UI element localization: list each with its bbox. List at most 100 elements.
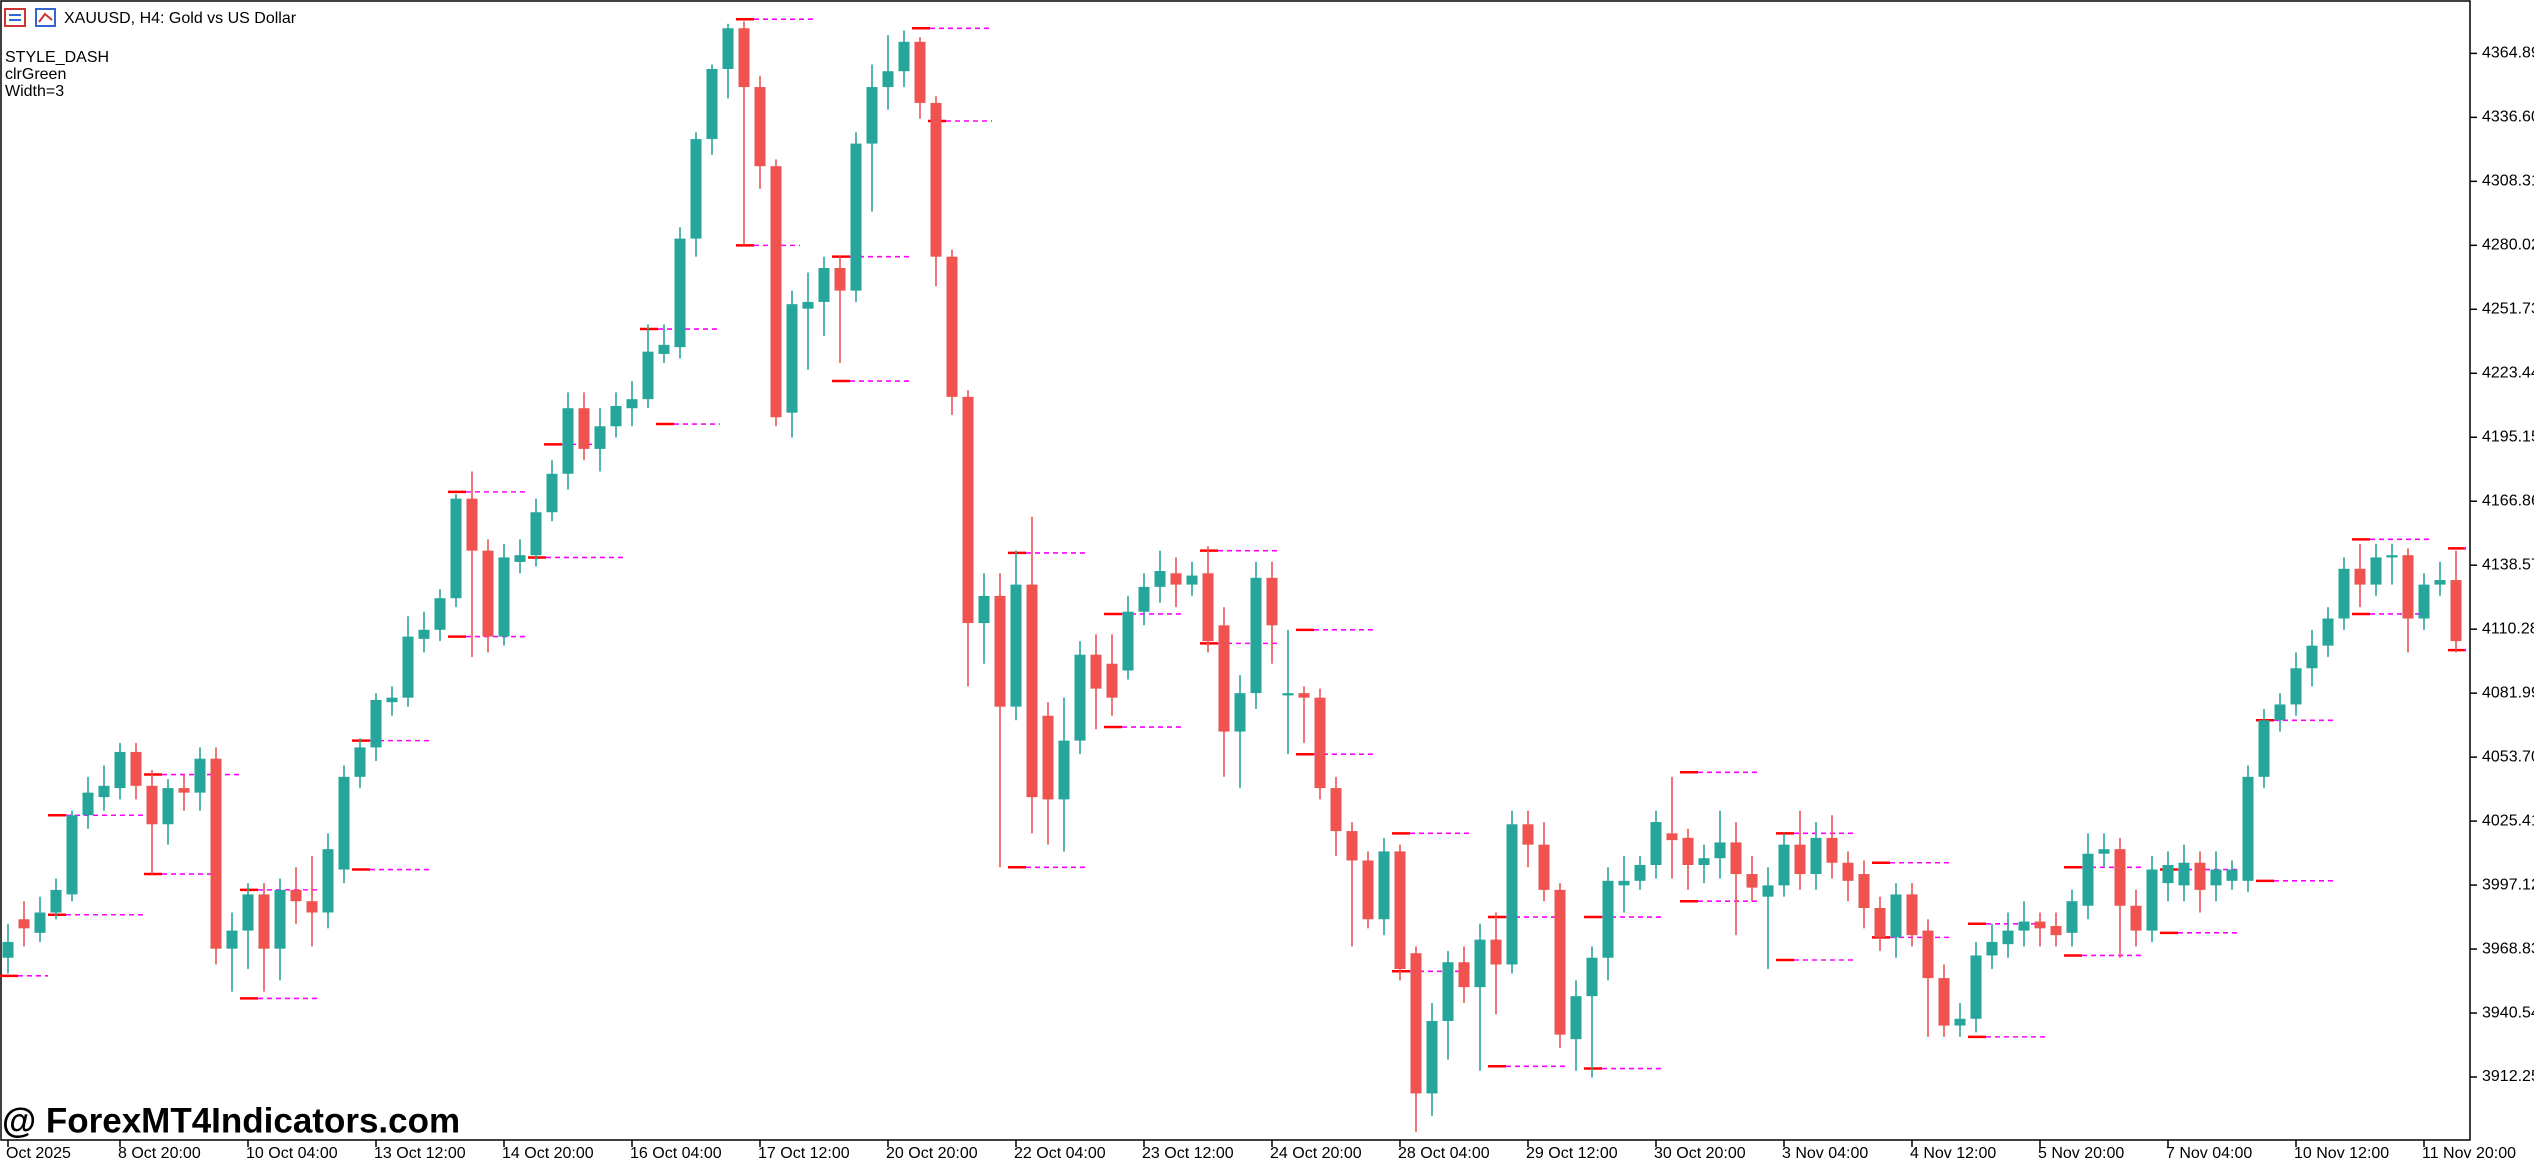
- candle-body: [2386, 555, 2398, 558]
- x-tick-label: 17 Oct 12:00: [758, 1145, 850, 1162]
- candle-body: [386, 697, 398, 703]
- candle-body: [1970, 955, 1982, 1019]
- candle-body: [1122, 611, 1134, 671]
- candle-body: [82, 792, 94, 816]
- candle-body: [1106, 663, 1118, 698]
- candle-body: [1362, 860, 1374, 920]
- candle-body: [514, 555, 526, 562]
- candle-body: [370, 699, 382, 748]
- candle-body: [1778, 844, 1790, 886]
- x-tick-label: 4 Nov 12:00: [1910, 1145, 1996, 1162]
- candle-body: [1714, 842, 1726, 859]
- x-tick-label: 3 Nov 04:00: [1782, 1145, 1868, 1162]
- candle-body: [1746, 874, 1758, 888]
- x-tick-label: Oct 2025: [6, 1145, 71, 1162]
- candle-body: [2434, 580, 2446, 585]
- candle-body: [546, 473, 558, 513]
- candle-body: [690, 139, 702, 239]
- candle-body: [18, 919, 30, 929]
- candle-body: [1826, 837, 1838, 863]
- icon: [35, 8, 56, 27]
- candle-body: [882, 71, 894, 88]
- candle-body: [1266, 577, 1278, 626]
- candle-body: [1874, 907, 1886, 938]
- x-tick-label: 7 Nov 04:00: [2166, 1145, 2252, 1162]
- candle-body: [34, 912, 46, 933]
- candle-body: [2210, 869, 2222, 886]
- candle-body: [994, 595, 1006, 707]
- candle-body: [610, 405, 622, 427]
- candle-body: [418, 629, 430, 639]
- candle-body: [1186, 575, 1198, 585]
- candle-body: [1922, 930, 1934, 979]
- candle-body: [658, 344, 670, 354]
- plot-frame: [0, 0, 2471, 1141]
- annotation: Width=3: [5, 83, 64, 100]
- icon: [4, 8, 26, 27]
- candle-body: [290, 889, 302, 902]
- candle-body: [1026, 584, 1038, 798]
- candle-body: [562, 408, 574, 474]
- candle-body: [1010, 584, 1022, 707]
- candle-body: [1314, 697, 1326, 789]
- candle-body: [2322, 618, 2334, 646]
- x-tick-label: 22 Oct 04:00: [1014, 1145, 1106, 1162]
- candle-body: [818, 267, 830, 302]
- candle-body: [114, 751, 126, 789]
- candle-body: [1634, 865, 1646, 881]
- candle-body: [1858, 874, 1870, 908]
- candle-body: [2226, 869, 2238, 881]
- x-tick-label: 10 Oct 04:00: [246, 1145, 338, 1162]
- y-tick-label: 4364.89: [2482, 45, 2534, 62]
- candle-body: [2114, 849, 2126, 906]
- candle-body: [50, 889, 62, 913]
- candle-body: [1666, 833, 1678, 841]
- candle-body: [1554, 889, 1566, 1035]
- candle-body: [274, 889, 286, 949]
- x-tick-label: 20 Oct 20:00: [886, 1145, 978, 1162]
- candle-body: [1074, 654, 1086, 741]
- candle-body: [946, 256, 958, 397]
- candle-body: [978, 595, 990, 624]
- candle-body: [2050, 926, 2062, 936]
- candle-body: [1170, 573, 1182, 585]
- candle-body: [1794, 844, 1806, 875]
- candle-body: [2258, 720, 2270, 777]
- candle-body: [1842, 862, 1854, 881]
- candle-body: [1602, 880, 1614, 958]
- y-tick-label: 4166.86: [2482, 492, 2534, 509]
- candle-body: [1442, 962, 1454, 1022]
- candle-body: [210, 758, 222, 949]
- candle-body: [706, 68, 718, 140]
- header-icons: [4, 8, 56, 27]
- candle-body: [1426, 1021, 1438, 1094]
- x-tick-label: 5 Nov 20:00: [2038, 1145, 2124, 1162]
- candle-body: [786, 304, 798, 413]
- candle-body: [530, 512, 542, 556]
- y-tick-label: 3940.54: [2482, 1004, 2534, 1021]
- candle-body: [1042, 715, 1054, 800]
- candle-body: [1282, 693, 1294, 696]
- chart-title: XAUUSD, H4: Gold vs US Dollar: [64, 10, 297, 27]
- candle-body: [2178, 862, 2190, 886]
- candle-body: [1458, 962, 1470, 988]
- candle-body: [98, 785, 110, 798]
- candle-body: [2242, 776, 2254, 881]
- candle-body: [306, 901, 318, 913]
- y-tick-label: 4336.60: [2482, 109, 2534, 126]
- candle-body: [770, 166, 782, 418]
- candle-body: [178, 788, 190, 793]
- y-tick-label: 3912.25: [2482, 1068, 2534, 1085]
- candle-body: [1522, 824, 1534, 845]
- candle-body: [2162, 865, 2174, 884]
- y-tick-label: 4025.41: [2482, 812, 2534, 829]
- y-tick-label: 4110.28: [2482, 620, 2534, 637]
- candle-body: [2402, 555, 2414, 619]
- y-tick-label: 4081.99: [2482, 684, 2534, 701]
- x-tick-label: 11 Nov 20:00: [2422, 1145, 2516, 1162]
- candle-body: [1506, 824, 1518, 965]
- candle-body: [1154, 571, 1166, 587]
- candle-body: [642, 351, 654, 400]
- x-tick-label: 23 Oct 12:00: [1142, 1145, 1234, 1162]
